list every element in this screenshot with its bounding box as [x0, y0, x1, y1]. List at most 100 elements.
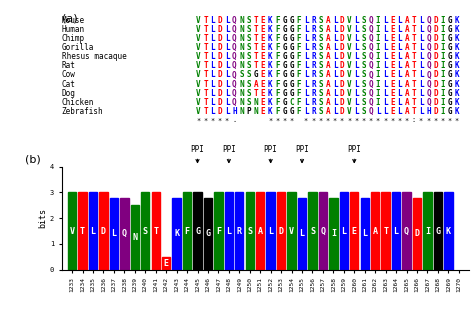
Text: F: F	[275, 62, 280, 70]
Text: L: L	[393, 227, 399, 236]
Text: L: L	[419, 80, 424, 89]
Text: F: F	[297, 25, 301, 34]
Text: A: A	[405, 62, 409, 70]
Text: G: G	[290, 52, 294, 61]
Text: P: P	[246, 107, 251, 116]
Text: D: D	[433, 80, 438, 89]
Text: L: L	[210, 25, 215, 34]
Text: G: G	[290, 62, 294, 70]
Text: D: D	[218, 16, 222, 25]
Bar	[361, 197, 369, 270]
Text: T: T	[203, 107, 208, 116]
Text: Q: Q	[426, 16, 431, 25]
Text: G: G	[290, 16, 294, 25]
Text: Q: Q	[426, 25, 431, 34]
Text: S: S	[362, 70, 366, 79]
Text: L: L	[333, 43, 337, 52]
Text: G: G	[448, 16, 452, 25]
Text: S: S	[246, 25, 251, 34]
Text: G: G	[290, 89, 294, 98]
Text: V: V	[196, 70, 201, 79]
Text: A: A	[326, 107, 330, 116]
Text: I: I	[376, 62, 381, 70]
Text: T: T	[203, 16, 208, 25]
Text: L: L	[210, 34, 215, 43]
Text: L: L	[225, 62, 229, 70]
Text: L: L	[225, 25, 229, 34]
Text: L: L	[354, 34, 359, 43]
Text: Q: Q	[369, 98, 373, 107]
Text: K: K	[268, 16, 273, 25]
Text: D: D	[433, 62, 438, 70]
Text: L: L	[304, 98, 309, 107]
Text: D: D	[433, 107, 438, 116]
Bar	[413, 197, 421, 270]
Text: S: S	[246, 80, 251, 89]
Text: I: I	[440, 43, 445, 52]
Bar	[225, 192, 233, 270]
Text: L: L	[304, 70, 309, 79]
Text: L: L	[227, 227, 231, 236]
Text: S: S	[246, 62, 251, 70]
Text: F: F	[184, 227, 190, 236]
Text: V: V	[347, 80, 352, 89]
Text: L: L	[354, 52, 359, 61]
Text: S: S	[362, 62, 366, 70]
Text: N: N	[239, 52, 244, 61]
Text: F: F	[275, 52, 280, 61]
Text: H: H	[426, 107, 431, 116]
Text: K: K	[455, 70, 459, 79]
Text: A: A	[326, 16, 330, 25]
Text: T: T	[383, 227, 388, 236]
Text: *: *	[275, 117, 280, 123]
Text: L: L	[397, 52, 402, 61]
Text: A: A	[326, 98, 330, 107]
Text: S: S	[319, 107, 323, 116]
Text: N: N	[239, 16, 244, 25]
Text: R: R	[311, 89, 316, 98]
Text: F: F	[275, 25, 280, 34]
Text: Q: Q	[369, 25, 373, 34]
Text: V: V	[289, 227, 294, 236]
Bar	[350, 192, 358, 270]
Text: R: R	[311, 80, 316, 89]
Text: K: K	[268, 70, 273, 79]
Text: L: L	[210, 62, 215, 70]
Text: A: A	[326, 62, 330, 70]
Text: G: G	[283, 16, 287, 25]
Text: L: L	[354, 98, 359, 107]
Text: D: D	[218, 70, 222, 79]
Text: D: D	[433, 25, 438, 34]
Text: Q: Q	[426, 52, 431, 61]
Bar	[392, 192, 400, 270]
Text: D: D	[433, 34, 438, 43]
Text: L: L	[225, 34, 229, 43]
Text: L: L	[354, 25, 359, 34]
Text: D: D	[218, 34, 222, 43]
Text: H: H	[232, 107, 237, 116]
Text: V: V	[70, 227, 74, 236]
Text: F: F	[275, 98, 280, 107]
Text: T: T	[203, 98, 208, 107]
Text: I: I	[440, 62, 445, 70]
Text: N: N	[239, 43, 244, 52]
Text: K: K	[455, 107, 459, 116]
Text: G: G	[448, 62, 452, 70]
Text: L: L	[333, 89, 337, 98]
Text: D: D	[340, 34, 345, 43]
Text: L: L	[397, 25, 402, 34]
Text: D: D	[340, 62, 345, 70]
Text: N: N	[254, 107, 258, 116]
Text: G: G	[283, 34, 287, 43]
Text: Q: Q	[369, 34, 373, 43]
Text: E: E	[390, 34, 395, 43]
Text: PPI: PPI	[222, 145, 236, 163]
Bar	[183, 192, 191, 270]
Text: *: *	[405, 117, 409, 123]
Text: K: K	[455, 34, 459, 43]
Text: I: I	[440, 80, 445, 89]
Text: G: G	[436, 227, 440, 236]
Text: S: S	[319, 34, 323, 43]
Text: F: F	[275, 16, 280, 25]
Text: S: S	[319, 25, 323, 34]
